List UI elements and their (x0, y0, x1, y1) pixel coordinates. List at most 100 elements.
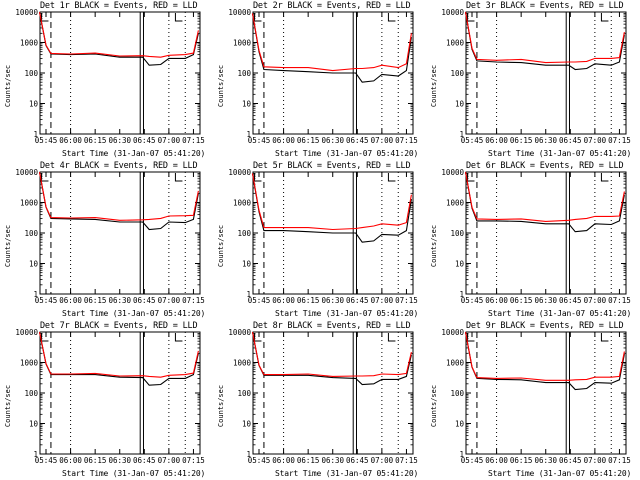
y-tick-label: 10000 (441, 328, 464, 337)
x-tick-label: 06:15 (84, 456, 107, 465)
bracket-marker (466, 333, 475, 342)
x-tick-label: 07:00 (158, 136, 181, 145)
plot-svg: 1 10 100 1000 10000 05:45 06:00 06:15 06:30 06:45… (441, 328, 630, 465)
panel-title: Det 1r BLACK = Events, RED = LLD (40, 1, 198, 11)
bracket-marker (174, 333, 183, 342)
bracket-marker (387, 333, 396, 342)
x-tick-label: 05:45 (248, 296, 271, 305)
x-axis-label: Start Time (31-Jan-07 05:41:20) (275, 149, 419, 158)
plot-svg: 1 10 100 1000 10000 05:45 06:00 06:15 06:30 06:45… (228, 328, 418, 465)
plot-svg: 1 10 100 1000 10000 05:45 06:00 06:15 06:30 06:45… (15, 8, 204, 145)
detector-panel: Det 1r BLACK = Events, RED = LLD Counts/s… (0, 0, 213, 160)
y-tick-label: 100 (24, 229, 38, 238)
events-series-line (38, 331, 199, 386)
lld-series-line (38, 171, 199, 221)
y-tick-label: 10000 (15, 328, 38, 337)
detector-panel: Det 9r BLACK = Events, RED = LLD Counts/s… (426, 320, 639, 480)
x-tick-label: 06:30 (321, 136, 344, 145)
y-tick-label: 100 (450, 69, 464, 78)
y-tick-label: 1 (459, 290, 464, 299)
x-tick-label: 05:45 (35, 296, 58, 305)
panel-title: Det 7r BLACK = Events, RED = LLD (40, 321, 198, 331)
bracket-marker (600, 333, 609, 342)
x-tick-label: 06:45 (346, 136, 369, 145)
x-tick-label: 05:45 (461, 456, 484, 465)
y-tick-label: 10 (455, 260, 465, 269)
lld-series-line (251, 13, 412, 72)
plot-svg: 1 10 100 1000 10000 05:45 06:00 06:15 06:30 06:45… (228, 8, 417, 145)
x-tick-label: 06:45 (559, 456, 582, 465)
lld-series-line (38, 331, 199, 378)
plot-svg: 1 10 100 1000 10000 05:45 06:00 06:15 06:30 06:45… (441, 8, 631, 145)
x-tick-label: 07:15 (182, 296, 205, 305)
bracket-marker (40, 333, 49, 342)
y-tick-label: 1000 (233, 39, 252, 48)
events-series-line (251, 173, 412, 243)
bracket-marker (174, 173, 183, 182)
bracket-marker (466, 173, 475, 182)
lld-series-line (464, 331, 625, 381)
y-tick-label: 1000 (446, 359, 465, 368)
x-tick-label: 05:45 (35, 456, 58, 465)
x-tick-label: 06:15 (510, 456, 533, 465)
axes-box (39, 331, 201, 455)
y-tick-label: 1 (459, 130, 464, 139)
bracket-marker (40, 173, 49, 182)
events-series-line (464, 171, 625, 233)
x-tick-label: 07:00 (158, 456, 181, 465)
y-tick-label: 1000 (233, 359, 252, 368)
lld-series-line (464, 11, 625, 64)
x-tick-label: 06:00 (485, 136, 508, 145)
x-tick-label: 07:00 (371, 136, 394, 145)
bracket-marker (253, 333, 262, 342)
x-tick-label: 06:00 (272, 136, 295, 145)
x-tick-label: 06:45 (346, 296, 369, 305)
y-tick-label: 10 (29, 260, 39, 269)
y-tick-label: 1 (33, 130, 38, 139)
x-axis-label: Start Time (31-Jan-07 05:41:20) (62, 149, 206, 158)
x-tick-label: 05:45 (35, 136, 58, 145)
x-tick-label: 07:00 (158, 296, 181, 305)
y-tick-label: 10 (242, 420, 252, 429)
panel-title: Det 8r BLACK = Events, RED = LLD (253, 321, 411, 331)
panel-title: Det 6r BLACK = Events, RED = LLD (466, 161, 624, 171)
axes-box (465, 171, 627, 295)
events-series-line (38, 171, 199, 231)
x-tick-label: 06:30 (108, 296, 131, 305)
axes-box (39, 171, 201, 295)
x-tick-label: 05:45 (461, 136, 484, 145)
detector-panel: Det 5r BLACK = Events, RED = LLD Counts/s… (213, 160, 426, 320)
x-tick-label: 07:00 (371, 456, 394, 465)
x-tick-label: 06:45 (346, 456, 369, 465)
y-tick-label: 1000 (233, 199, 252, 208)
axes-box (39, 11, 201, 135)
x-tick-label: 07:15 (608, 136, 631, 145)
y-tick-label: 1000 (20, 359, 39, 368)
y-tick-label: 10 (242, 260, 252, 269)
bracket-marker (253, 13, 262, 22)
panel-title: Det 5r BLACK = Events, RED = LLD (253, 161, 411, 171)
x-axis-label: Start Time (31-Jan-07 05:41:20) (62, 309, 206, 318)
y-tick-label: 10000 (15, 168, 38, 177)
x-tick-label: 07:00 (584, 136, 607, 145)
y-tick-label: 1000 (20, 199, 39, 208)
y-tick-label: 1 (33, 290, 38, 299)
detector-panel: Det 8r BLACK = Events, RED = LLD Counts/s… (213, 320, 426, 480)
y-tick-label: 10000 (228, 168, 251, 177)
panel-title: Det 3r BLACK = Events, RED = LLD (466, 1, 624, 11)
y-tick-label: 1000 (446, 39, 465, 48)
bracket-marker (253, 173, 262, 182)
x-tick-label: 06:45 (133, 296, 156, 305)
bracket-marker (387, 13, 396, 22)
x-tick-label: 06:00 (485, 456, 508, 465)
panel-title: Det 9r BLACK = Events, RED = LLD (466, 321, 624, 331)
y-tick-label: 1000 (446, 199, 465, 208)
x-tick-label: 06:30 (108, 136, 131, 145)
y-tick-label: 100 (450, 229, 464, 238)
x-tick-label: 07:15 (395, 296, 418, 305)
y-tick-label: 10000 (228, 328, 251, 337)
x-tick-label: 06:15 (297, 136, 320, 145)
x-tick-label: 07:15 (395, 456, 418, 465)
x-tick-label: 07:15 (608, 296, 631, 305)
y-tick-label: 100 (24, 69, 38, 78)
